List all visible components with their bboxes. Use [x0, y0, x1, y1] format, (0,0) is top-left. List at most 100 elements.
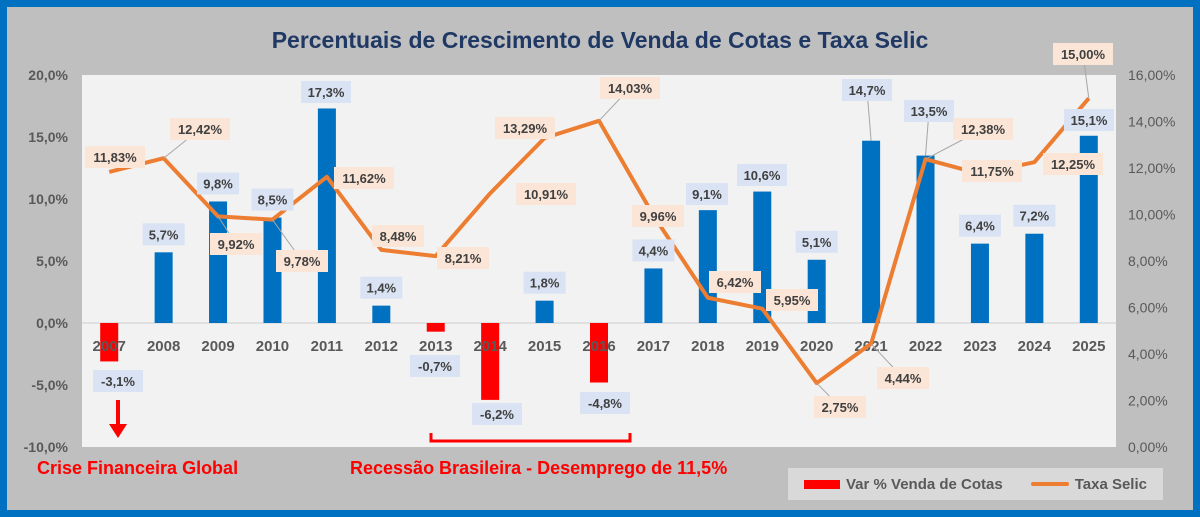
selic-label-bg	[437, 247, 489, 269]
bar-label: 9,8%	[203, 176, 233, 191]
annotation-recessao: Recessão Brasileira - Desemprego de 11,5…	[350, 458, 728, 478]
bar-label-bg	[410, 355, 460, 377]
selic-label-bg	[1043, 153, 1103, 175]
x-axis-tick: 2019	[746, 338, 779, 355]
selic-label: 9,96%	[640, 209, 677, 224]
x-axis-tick: 2025	[1072, 338, 1105, 355]
x-axis-tick: 2012	[365, 338, 398, 355]
bar-2017	[644, 268, 663, 323]
plot-area	[82, 75, 1116, 447]
bar-2022	[916, 155, 935, 323]
x-axis-tick: 2010	[256, 338, 289, 355]
right-axis-tick: 16,00%	[1128, 67, 1175, 83]
bar-label: 1,8%	[530, 276, 560, 291]
selic-label-bg	[210, 233, 262, 255]
selic-label: 11,62%	[342, 171, 386, 186]
bar-label-bg	[251, 188, 294, 211]
right-axis-tick: 6,00%	[1128, 300, 1168, 316]
bar-2014	[481, 323, 500, 400]
x-axis-tick: 2015	[528, 338, 561, 355]
bar-label-bg	[1064, 109, 1114, 131]
bar-label: 17,3%	[308, 85, 345, 100]
selic-label-bg	[170, 118, 230, 140]
legend-label: Taxa Selic	[1074, 475, 1147, 493]
selic-label: 12,42%	[178, 122, 223, 137]
bar-label-bg	[197, 172, 240, 195]
bar-label: 6,4%	[965, 219, 995, 234]
legend-item-vendas: Var % Venda de Cotas	[803, 475, 1003, 493]
left-axis-tick: 15,0%	[28, 129, 68, 145]
bar-label-bg	[842, 79, 892, 101]
selic-label-bg	[632, 205, 684, 227]
right-axis-tick: 4,00%	[1128, 346, 1168, 362]
left-axis-tick: 20,0%	[28, 67, 68, 83]
bar-2009	[209, 201, 228, 323]
legend-label: Var % Venda de Cotas	[845, 475, 1003, 493]
bar-label: 9,1%	[692, 187, 722, 202]
right-axis-tick: 10,00%	[1128, 207, 1175, 223]
selic-label: 8,21%	[445, 251, 482, 266]
right-axis-tick: 14,00%	[1128, 114, 1175, 130]
x-axis-tick: 2023	[963, 338, 996, 355]
bar-label-bg	[686, 183, 728, 205]
bar-2015	[535, 300, 554, 323]
selic-label: 2,75%	[822, 400, 859, 415]
x-axis-tick: 2008	[147, 338, 180, 355]
bar-label-bg	[523, 271, 566, 294]
selic-label: 14,03%	[608, 81, 653, 96]
bar-label: 7,2%	[1020, 209, 1050, 224]
bar-2008	[154, 252, 173, 323]
legend: Var % Venda de Cotas Taxa Selic	[788, 468, 1163, 500]
selic-label-bg	[877, 367, 929, 389]
bar-2025	[1079, 135, 1098, 323]
bar-label-bg	[632, 239, 675, 262]
selic-label: 9,78%	[284, 254, 321, 269]
bar-label: 13,5%	[911, 104, 948, 119]
bar-label: 4,4%	[639, 243, 669, 258]
left-axis-tick: -5,0%	[31, 377, 68, 393]
selic-label: 6,42%	[717, 275, 754, 290]
bar-label: 1,4%	[366, 281, 396, 296]
bar-label: -0,7%	[418, 359, 452, 374]
x-axis-tick: 2009	[201, 338, 234, 355]
bar-2024	[1025, 233, 1044, 323]
selic-label-bg	[334, 167, 394, 189]
legend-swatch-bar	[803, 479, 840, 489]
selic-label: 12,38%	[961, 122, 1006, 137]
selic-label-bg	[766, 289, 818, 311]
selic-label-bg	[814, 396, 866, 418]
right-axis-tick: 12,00%	[1128, 160, 1175, 176]
selic-label-bg	[85, 146, 145, 168]
selic-label-bg	[276, 250, 328, 272]
bar-label: 5,7%	[149, 227, 179, 242]
recession-bracket	[429, 433, 632, 443]
bar-label: 14,7%	[849, 83, 886, 98]
bar-2013	[426, 323, 445, 332]
bar-label: -4,8%	[588, 396, 622, 411]
bar-label: -3,1%	[101, 374, 135, 389]
bar-label-bg	[958, 214, 1001, 237]
x-axis-tick: 2020	[800, 338, 833, 355]
bar-label-bg	[472, 403, 522, 425]
right-axis-tick: 8,00%	[1128, 253, 1168, 269]
selic-label: 11,83%	[93, 150, 137, 165]
bar-label-bg	[93, 370, 143, 392]
right-axis-tick: 0,00%	[1128, 439, 1168, 455]
bar-label-bg	[360, 276, 403, 299]
x-axis-tick: 2022	[909, 338, 942, 355]
bar-2010	[263, 217, 282, 323]
bar-2007	[100, 323, 119, 362]
bar-2011	[317, 108, 336, 323]
bar-label-bg	[737, 164, 787, 186]
selic-label-bg	[372, 225, 424, 247]
selic-label: 10,91%	[524, 187, 569, 202]
selic-label: 15,00%	[1061, 47, 1106, 62]
x-axis-tick: 2017	[637, 338, 670, 355]
bar-2021	[862, 140, 881, 323]
selic-label: 12,25%	[1051, 157, 1096, 172]
bar-2012	[372, 305, 391, 323]
left-axis-tick: 10,0%	[28, 191, 68, 207]
x-axis-tick: 2014	[473, 338, 507, 355]
